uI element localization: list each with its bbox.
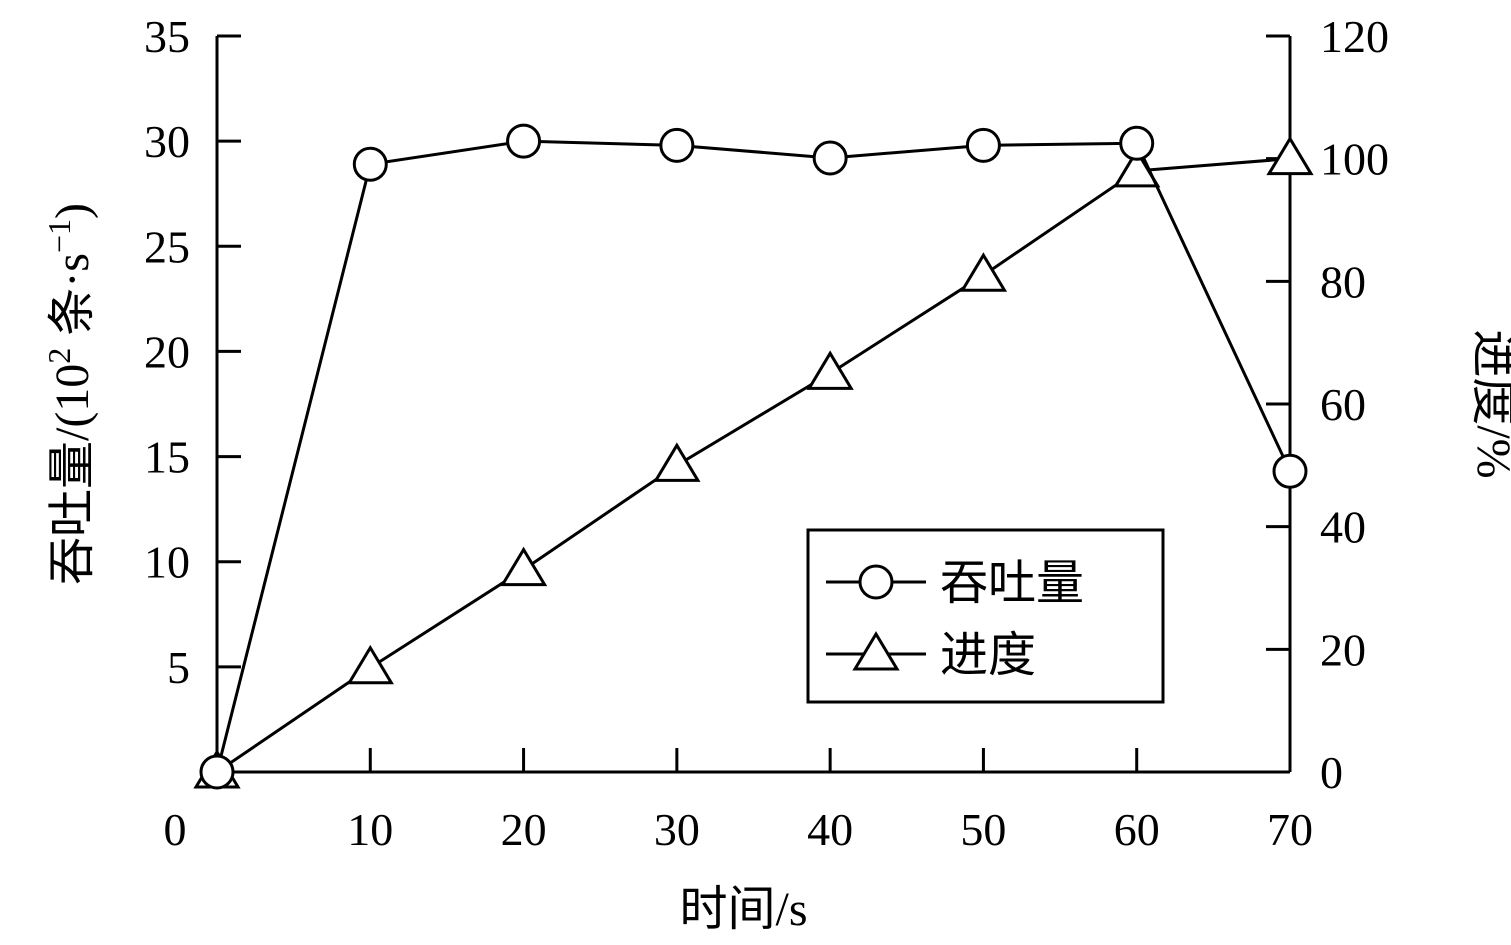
y-left-tick-label: 20 [144, 326, 190, 377]
y-right-tick-label: 40 [1320, 502, 1366, 553]
x-tick-label: 10 [347, 804, 393, 855]
y-right-tick-label: 80 [1320, 256, 1366, 307]
x-tick-label: 70 [1267, 804, 1313, 855]
progress-line [216, 157, 1291, 774]
x-tick-label: 20 [501, 804, 547, 855]
y-right-tick-label: 0 [1320, 747, 1343, 798]
throughput-point [199, 754, 235, 790]
legend-item-progress: 进度 [826, 629, 1036, 682]
throughput-point [812, 140, 848, 176]
x-tick-label: 0 [164, 804, 187, 855]
x-axis-title: 时间/s [679, 883, 807, 936]
progress-point [852, 631, 900, 671]
x-tick-label: 50 [960, 804, 1006, 855]
throughput-point [965, 127, 1001, 163]
throughput-point [352, 146, 388, 182]
legend-item-throughput: 吞吐量 [826, 557, 1084, 610]
y-right-tick-label: 60 [1320, 379, 1366, 430]
y-left-title-sup1: 2 [41, 348, 77, 364]
y-left-axis-title: 吞吐量/(102 条·s−1) [41, 203, 99, 585]
y-left-tick-label: 35 [144, 11, 190, 62]
x-tick-label: 60 [1114, 804, 1160, 855]
x-tick-label: 40 [807, 804, 853, 855]
y-right-tick-label: 20 [1320, 624, 1366, 675]
throughput-series [199, 123, 1308, 790]
y-left-title-sup2: −1 [41, 219, 77, 253]
progress-point [806, 350, 854, 390]
axes: 0 10 20 30 40 50 60 70 5 10 15 20 25 30 35 0 20 40 60 80 100… [144, 11, 1389, 855]
y-left-tick-label: 10 [144, 537, 190, 588]
y-left-title-part1: 吞吐量/(10 [46, 364, 99, 585]
throughput-point [858, 564, 894, 600]
progress-point [499, 546, 548, 587]
throughput-point [659, 127, 695, 163]
y-left-title-part2: 条·s [46, 253, 99, 348]
throughput-line [215, 139, 1292, 773]
y-left-tick-label: 15 [144, 432, 190, 483]
legend-label: 进度 [940, 629, 1036, 682]
y-left-title-part3: ) [46, 203, 99, 219]
plot-area [193, 123, 1314, 790]
throughput-point [1119, 125, 1155, 161]
legend-label: 吞吐量 [940, 557, 1084, 610]
y-right-tick-label: 120 [1320, 11, 1389, 62]
legend-box [806, 528, 1165, 704]
progress-point [346, 644, 394, 685]
progress-point [1266, 135, 1314, 176]
throughput-point [1272, 453, 1308, 489]
y-left-tick-label: 30 [144, 116, 190, 167]
throughput-point [506, 123, 542, 159]
y-right-tick-label: 100 [1320, 134, 1389, 185]
y-left-tick-label: 5 [167, 642, 190, 693]
y-left-tick-label: 25 [144, 221, 190, 272]
progress-point [653, 442, 701, 482]
progress-point [959, 252, 1008, 292]
x-tick-label: 30 [654, 804, 700, 855]
y-right-axis-title: 进度/% [1467, 329, 1511, 478]
